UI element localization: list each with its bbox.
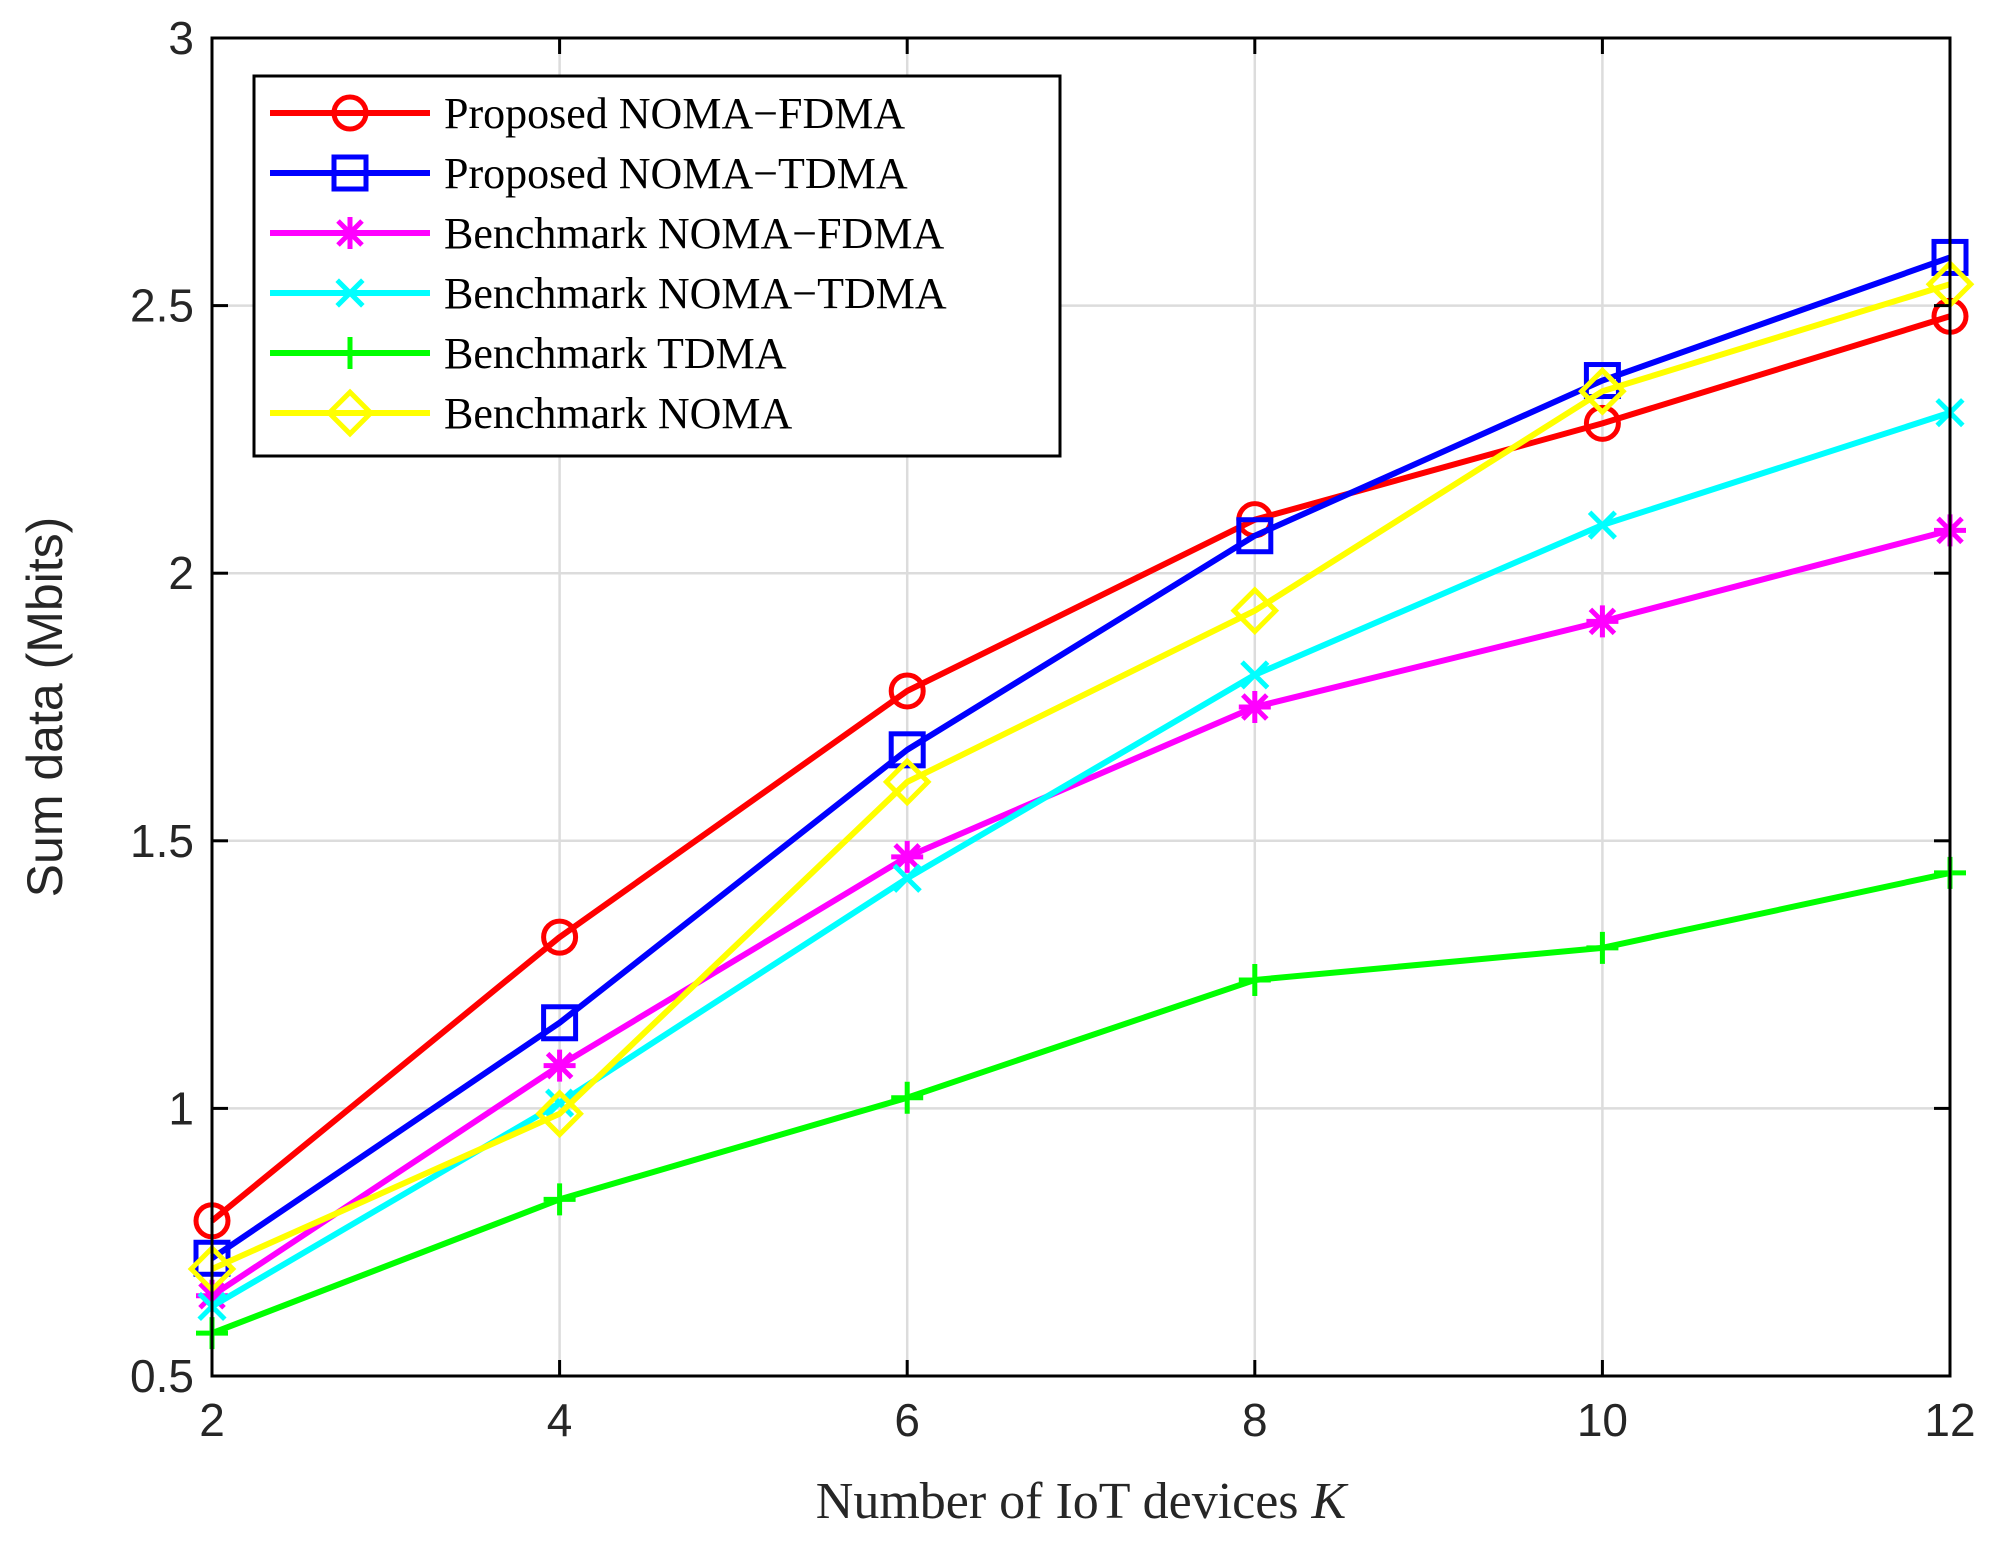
series-benchmark-noma-fdma [196, 514, 1966, 1312]
axis-ticks: 2 4 6 8 10 12 0.5 1 1.5 2 2.5 3 [130, 12, 1976, 1446]
series-line [210, 869, 1951, 1336]
x-tick-label: 2 [199, 1394, 225, 1446]
legend-label: Proposed NOMA−TDMA [444, 149, 908, 198]
data-point-circle [541, 918, 579, 956]
series-line [210, 313, 1951, 1224]
data-point-x [892, 863, 922, 893]
data-point-square [541, 1004, 579, 1042]
legend-box [252, 74, 1062, 458]
series-line [210, 254, 1952, 1261]
legend: Proposed NOMA−FDMA Proposed NOMA−TDMA Benc… [252, 74, 1062, 458]
data-point-asterisk [891, 840, 924, 873]
data-point-x [545, 1088, 575, 1118]
data-point-diamond [535, 1089, 584, 1139]
series-benchmark-tdma [196, 856, 1966, 1350]
y-axis-label: Sum data (Mbits) [17, 517, 73, 898]
y-tick-label: 1 [168, 1082, 194, 1134]
legend-label: Proposed NOMA−FDMA [444, 89, 905, 138]
series-line [210, 527, 1951, 1299]
x-tick-label: 6 [894, 1394, 920, 1446]
data-point-x [1240, 660, 1270, 690]
data-point-circle [331, 94, 369, 132]
data-point-plus [1586, 931, 1619, 964]
data-point-diamond [882, 757, 932, 807]
data-point-x [1587, 510, 1617, 540]
series-benchmark-noma-tdma [197, 398, 1965, 1321]
legend-item: Benchmark NOMA−TDMA [270, 269, 947, 318]
x-tick-label: 12 [1924, 1394, 1975, 1446]
data-point-square [331, 154, 369, 192]
data-point-circle [1583, 404, 1621, 442]
legend-label: Benchmark TDMA [444, 329, 787, 378]
x-tick-label: 8 [1242, 1394, 1268, 1446]
y-tick-label: 2.5 [130, 280, 194, 332]
data-point-asterisk [1586, 605, 1619, 638]
series-line [210, 281, 1951, 1272]
data-point-plus [891, 1081, 924, 1114]
x-tick-label: 4 [547, 1394, 573, 1446]
data-point-asterisk [543, 1049, 576, 1082]
legend-label: Benchmark NOMA−FDMA [444, 209, 944, 258]
legend-item: Proposed NOMA−FDMA [270, 89, 905, 138]
data-point-diamond [1230, 586, 1280, 635]
data-point-plus [334, 337, 366, 369]
legend-item: Benchmark TDMA [270, 329, 787, 378]
legend-item: Proposed NOMA−TDMA [270, 149, 908, 198]
y-tick-label: 1.5 [130, 815, 194, 867]
legend-item: Benchmark NOMA [270, 388, 792, 438]
x-tick-label: 10 [1577, 1394, 1628, 1446]
data-point-plus [1238, 963, 1271, 996]
plot-frame [210, 36, 1952, 1378]
data-point-diamond [1578, 366, 1627, 416]
legend-label: Benchmark NOMA−TDMA [444, 269, 947, 318]
series-line [210, 409, 1951, 1310]
x-axis-label: Number of IoT devices K [816, 1473, 1349, 1530]
y-tick-label: 3 [168, 12, 194, 64]
legend-item: Benchmark NOMA−FDMA [270, 209, 944, 258]
legend-label: Benchmark NOMA [444, 389, 792, 438]
data-point-square [888, 731, 926, 769]
y-tick-label: 2 [168, 547, 194, 599]
y-tick-label: 0.5 [130, 1350, 194, 1402]
data-point-x [335, 278, 365, 308]
data-point-square [1236, 517, 1274, 555]
data-point-square [1583, 362, 1621, 400]
data-point-plus [543, 1183, 576, 1216]
data-point-circle [888, 672, 926, 710]
data-point-diamond [325, 388, 375, 438]
data-point-asterisk [334, 217, 366, 249]
data-point-asterisk [1238, 691, 1271, 723]
series-benchmark-noma [187, 259, 1975, 1294]
